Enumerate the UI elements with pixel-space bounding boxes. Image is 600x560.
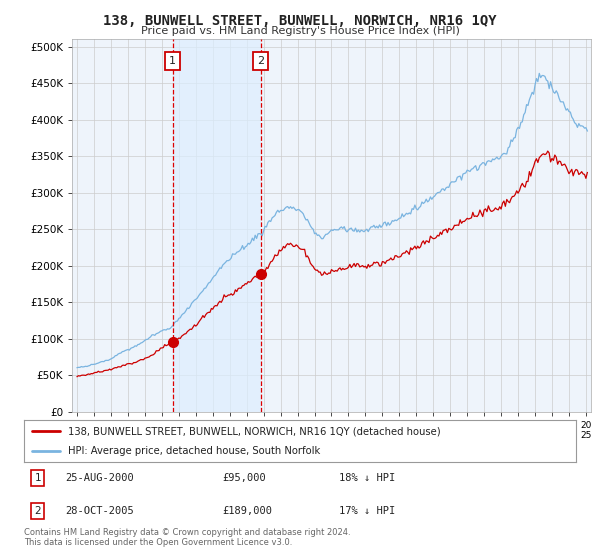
Text: 2: 2 [34, 506, 41, 516]
Text: £95,000: £95,000 [223, 473, 266, 483]
Text: Price paid vs. HM Land Registry's House Price Index (HPI): Price paid vs. HM Land Registry's House … [140, 26, 460, 36]
Text: 1: 1 [169, 56, 176, 66]
Text: HPI: Average price, detached house, South Norfolk: HPI: Average price, detached house, Sout… [68, 446, 320, 456]
Text: 25-AUG-2000: 25-AUG-2000 [65, 473, 134, 483]
Text: 138, BUNWELL STREET, BUNWELL, NORWICH, NR16 1QY: 138, BUNWELL STREET, BUNWELL, NORWICH, N… [103, 14, 497, 28]
Text: 2: 2 [257, 56, 264, 66]
Text: 17% ↓ HPI: 17% ↓ HPI [338, 506, 395, 516]
Bar [173, 39, 260, 412]
Text: £189,000: £189,000 [223, 506, 273, 516]
Text: 1: 1 [34, 473, 41, 483]
Text: 28-OCT-2005: 28-OCT-2005 [65, 506, 134, 516]
Text: 138, BUNWELL STREET, BUNWELL, NORWICH, NR16 1QY (detached house): 138, BUNWELL STREET, BUNWELL, NORWICH, N… [68, 426, 441, 436]
Text: 18% ↓ HPI: 18% ↓ HPI [338, 473, 395, 483]
Text: Contains HM Land Registry data © Crown copyright and database right 2024.
This d: Contains HM Land Registry data © Crown c… [24, 528, 350, 547]
